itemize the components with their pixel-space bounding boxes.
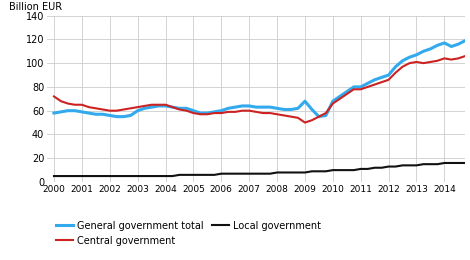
Central government bbox=[316, 115, 322, 118]
General government total bbox=[51, 112, 57, 115]
Line: Local government: Local government bbox=[54, 163, 465, 176]
General government total bbox=[197, 112, 203, 115]
Local government bbox=[184, 173, 189, 177]
General government total bbox=[128, 114, 133, 117]
Central government bbox=[302, 121, 308, 124]
Central government bbox=[184, 109, 189, 112]
Local government bbox=[121, 174, 126, 178]
General government total bbox=[191, 109, 196, 112]
General government total bbox=[163, 104, 168, 107]
General government total bbox=[177, 107, 182, 110]
General government total bbox=[316, 115, 322, 118]
Line: Central government: Central government bbox=[54, 56, 465, 122]
Local government bbox=[309, 170, 315, 173]
Local government bbox=[442, 161, 447, 165]
Local government bbox=[462, 161, 468, 165]
Central government bbox=[462, 54, 468, 57]
Central government bbox=[156, 103, 161, 106]
Legend: General government total, Central government, Local government: General government total, Central govern… bbox=[52, 217, 325, 249]
Local government bbox=[191, 173, 196, 177]
Central government bbox=[121, 108, 126, 111]
Central government bbox=[170, 106, 175, 109]
Line: General government total: General government total bbox=[54, 41, 465, 117]
Central government bbox=[191, 112, 196, 115]
General government total bbox=[462, 39, 468, 42]
Local government bbox=[170, 174, 175, 178]
General government total bbox=[114, 115, 119, 118]
Local government bbox=[51, 174, 57, 178]
Central government bbox=[51, 95, 57, 98]
Local government bbox=[156, 174, 161, 178]
Text: Billion EUR: Billion EUR bbox=[9, 2, 63, 12]
